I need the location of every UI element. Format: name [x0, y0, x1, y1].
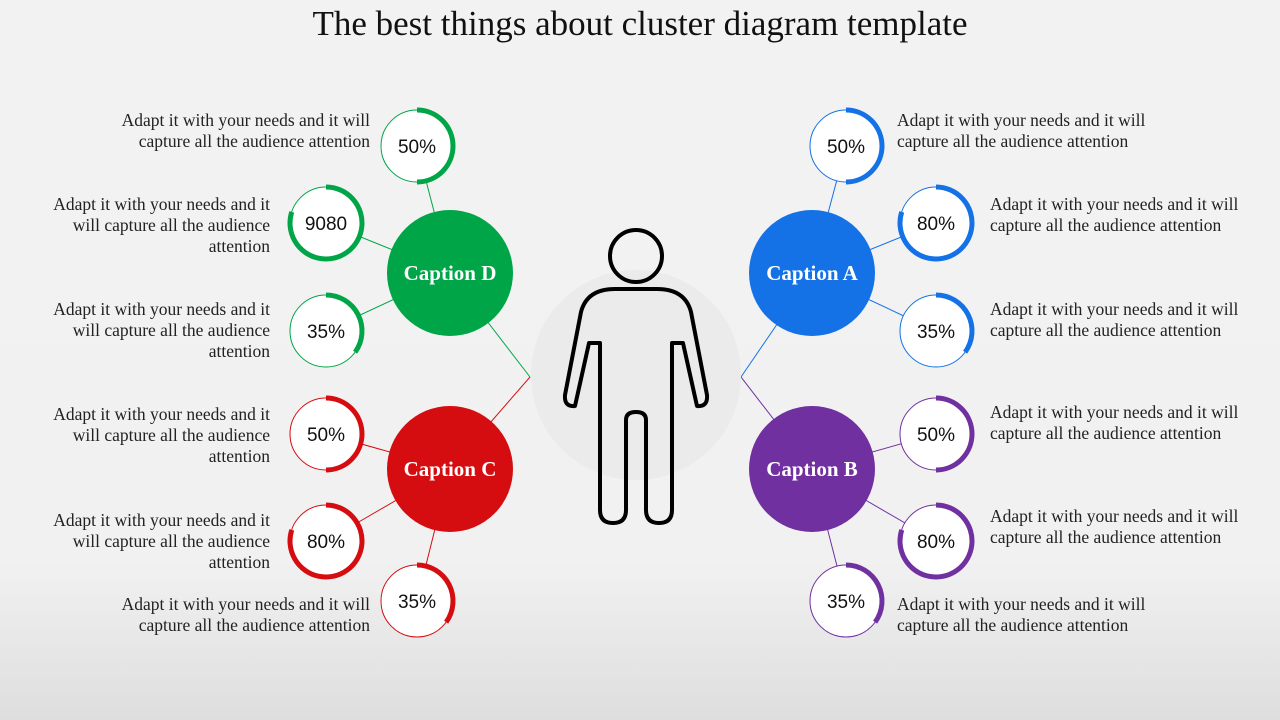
ring-a-3-progress [935, 292, 975, 354]
hub-a-circle [749, 210, 875, 336]
ring-c-2-progress [287, 502, 365, 580]
description-c-1: Adapt it with your needs and it will cap… [53, 404, 270, 466]
percent-rings: 50% 9080 35% 50% 80% 35% 50% 80% 35% 50% 80% 35% [287, 107, 975, 638]
description-a-3: Adapt it with your needs and it will cap… [990, 299, 1239, 340]
hub-b-circle [749, 406, 875, 532]
ring-a-2-progress [897, 184, 975, 262]
hub-d-circle [387, 210, 513, 336]
person-outline-icon [562, 228, 710, 525]
caption-hubs: Caption D Caption C Caption A Caption B [387, 210, 875, 532]
ring-b-1-progress [935, 395, 975, 473]
description-c-3: Adapt it with your needs and it will cap… [121, 594, 370, 635]
ring-d-1-label: 50% [398, 137, 436, 158]
ring-b-3-progress [845, 562, 885, 624]
description-b-2: Adapt it with your needs and it will cap… [990, 506, 1239, 547]
hub-d-caption: Caption D [404, 261, 497, 285]
ring-b-2-progress [897, 502, 975, 580]
hub-c-caption: Caption C [404, 457, 497, 481]
ring-d-3-progress [325, 292, 365, 354]
description-a-1: Adapt it with your needs and it will cap… [897, 110, 1146, 151]
ring-c-2-label: 80% [307, 532, 345, 553]
ring-a-1-label: 50% [827, 137, 865, 158]
ring-a-2-label: 80% [917, 214, 955, 235]
description-b-3: Adapt it with your needs and it will cap… [897, 594, 1146, 635]
ring-c-3-progress [416, 562, 456, 624]
description-c-2: Adapt it with your needs and it will cap… [53, 510, 270, 572]
hub-b-caption: Caption B [766, 457, 858, 481]
description-b-1: Adapt it with your needs and it will cap… [990, 402, 1239, 443]
hub-a-caption: Caption A [766, 261, 858, 285]
ring-b-1-label: 50% [917, 425, 955, 446]
ring-d-3-label: 35% [307, 322, 345, 343]
description-d-2: Adapt it with your needs and it will cap… [53, 194, 270, 256]
ring-c-3-label: 35% [398, 592, 436, 613]
center-figure [531, 228, 741, 525]
ring-d-1-progress [416, 107, 456, 185]
description-d-3: Adapt it with your needs and it will cap… [53, 299, 270, 361]
ring-b-2-label: 80% [917, 532, 955, 553]
ring-d-2-progress [287, 184, 365, 262]
ring-d-2-label: 9080 [305, 214, 347, 235]
hub-c-circle [387, 406, 513, 532]
slide-title: The best things about cluster diagram te… [312, 4, 968, 43]
ring-c-1-label: 50% [307, 425, 345, 446]
figure-background-circle [531, 270, 741, 480]
ring-c-1-progress [325, 395, 365, 473]
person-head [608, 228, 664, 284]
ring-a-1-progress [845, 107, 885, 185]
description-a-2: Adapt it with your needs and it will cap… [990, 194, 1239, 235]
person-body [562, 287, 710, 525]
description-d-1: Adapt it with your needs and it will cap… [121, 110, 370, 151]
ring-a-3-label: 35% [917, 322, 955, 343]
ring-b-3-label: 35% [827, 592, 865, 613]
